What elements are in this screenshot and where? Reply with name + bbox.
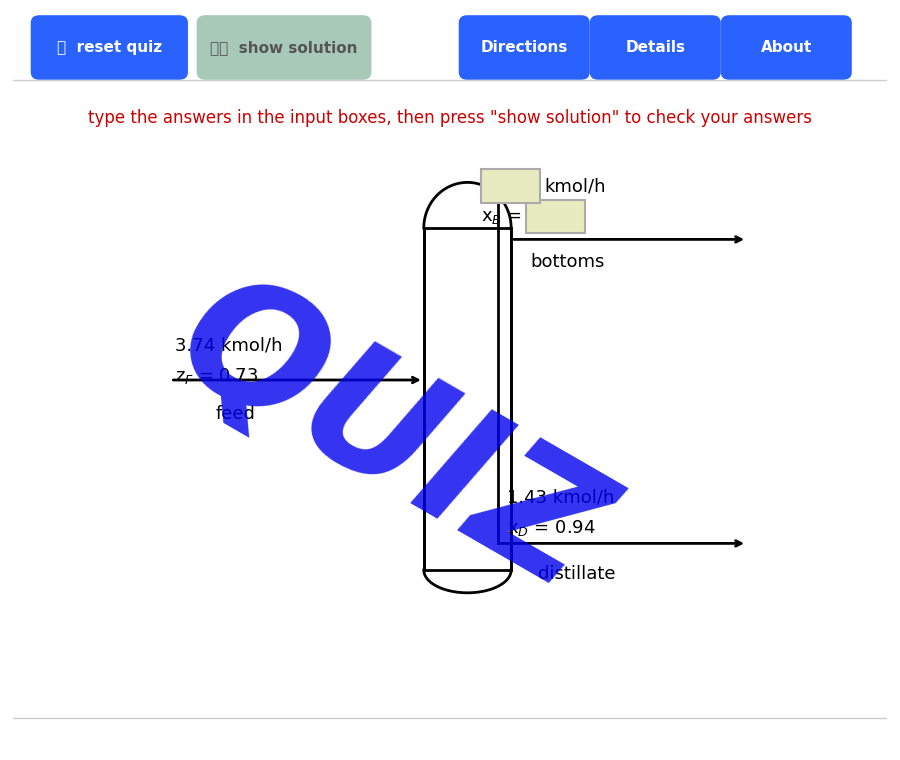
FancyBboxPatch shape — [481, 169, 540, 203]
Text: distillate: distillate — [538, 565, 616, 583]
FancyBboxPatch shape — [526, 200, 585, 233]
Text: 1.43 kmol/h: 1.43 kmol/h — [507, 489, 614, 507]
Text: ⏮  reset quiz: ⏮ reset quiz — [57, 40, 162, 55]
Text: kmol/h: kmol/h — [544, 177, 606, 195]
Bar — [424, 228, 511, 570]
Text: Directions: Directions — [481, 40, 568, 55]
Text: QUIZ: QUIZ — [149, 255, 629, 626]
FancyBboxPatch shape — [459, 15, 590, 80]
Text: x$_D$ = 0.94: x$_D$ = 0.94 — [507, 518, 596, 538]
Text: Details: Details — [626, 40, 685, 55]
FancyBboxPatch shape — [31, 15, 188, 80]
Text: About: About — [760, 40, 812, 55]
Text: feed: feed — [216, 405, 256, 423]
FancyBboxPatch shape — [197, 15, 372, 80]
Text: ⏭⏭  show solution: ⏭⏭ show solution — [211, 40, 358, 55]
Text: bottoms: bottoms — [531, 253, 605, 271]
Text: type the answers in the input boxes, then press "show solution" to check your an: type the answers in the input boxes, the… — [88, 109, 812, 127]
FancyBboxPatch shape — [590, 15, 721, 80]
FancyBboxPatch shape — [721, 15, 851, 80]
Text: z$_F$ = 0.73: z$_F$ = 0.73 — [175, 366, 258, 386]
Text: 3.74 kmol/h: 3.74 kmol/h — [175, 337, 283, 355]
Text: x$_B$ =: x$_B$ = — [481, 207, 521, 226]
